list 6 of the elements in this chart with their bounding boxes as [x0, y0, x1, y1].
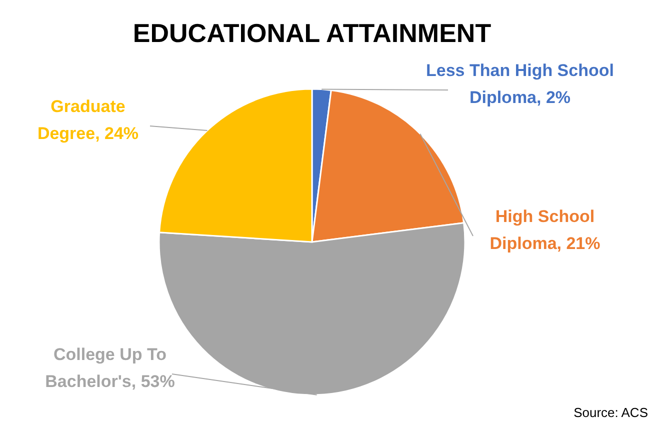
slice-label: High School Diploma, 21%	[490, 207, 600, 253]
slice-label: Graduate Degree, 24%	[37, 97, 139, 143]
slice-label: Less Than High School Diploma, 2%	[426, 61, 614, 107]
source-note: Source: ACS	[574, 405, 648, 420]
slice-label: College Up To Bachelor's, 53%	[45, 345, 175, 391]
chart-title: EDUCATIONAL ATTAINMENT	[132, 18, 492, 48]
